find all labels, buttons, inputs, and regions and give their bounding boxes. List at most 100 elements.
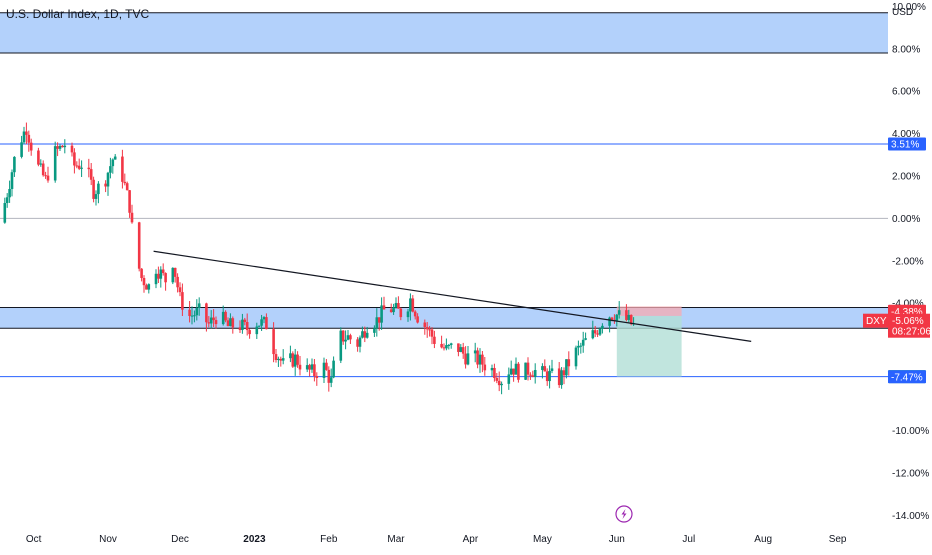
candle-body	[574, 347, 578, 367]
y-tick-label: 2.00%	[892, 172, 920, 183]
candle-body	[377, 317, 381, 323]
candle-body	[157, 273, 160, 279]
candle-body	[161, 269, 165, 274]
candle-body	[195, 307, 199, 316]
candle-body	[308, 365, 311, 370]
candle-body	[329, 377, 333, 383]
candle-body	[325, 362, 328, 370]
candle-body	[315, 375, 319, 378]
candle-body	[507, 374, 511, 384]
candle-body	[358, 337, 362, 347]
price-badge[interactable]	[888, 137, 926, 151]
candle-body	[291, 353, 295, 367]
candle-body	[205, 303, 208, 323]
candle-body	[445, 345, 448, 349]
candle-body	[433, 336, 436, 344]
candle-body	[380, 305, 383, 323]
candle-body	[293, 354, 297, 367]
candle-body	[339, 330, 343, 361]
candle-body	[10, 172, 14, 189]
candle-body	[113, 156, 117, 160]
candle-body	[509, 368, 513, 375]
candle-body	[557, 368, 561, 386]
chart-title: U.S. Dollar Index, 1D, TVC	[6, 7, 150, 21]
candle-body	[109, 166, 112, 173]
candle-body	[322, 362, 326, 378]
last-price-badge[interactable]	[888, 313, 930, 338]
y-tick-label: -10.00%	[892, 426, 929, 437]
candle-body	[550, 368, 554, 371]
x-tick-label: Mar	[387, 534, 405, 545]
rectangle-zone[interactable]	[0, 307, 888, 329]
candle-body	[75, 165, 79, 167]
candle-body	[197, 303, 201, 308]
candle-body	[226, 320, 230, 327]
candle-body	[279, 358, 283, 361]
candle-body	[41, 163, 45, 176]
candle-body	[159, 269, 163, 279]
rectangle-zone[interactable]	[0, 12, 888, 54]
candle-body	[39, 163, 43, 165]
candle-body	[617, 310, 621, 315]
symbol-tag[interactable]	[863, 313, 888, 328]
candle-body	[53, 146, 57, 181]
candle-body	[483, 364, 487, 371]
candle-body	[94, 194, 98, 199]
y-tick-label: -12.00%	[892, 468, 929, 479]
candle-body	[596, 333, 599, 335]
trendline[interactable]	[153, 250, 752, 342]
candle-body	[365, 332, 369, 338]
x-tick-label: Oct	[26, 534, 42, 545]
y-tick-label: 0.00%	[892, 214, 920, 225]
candle-body	[176, 276, 179, 288]
candle-body	[476, 350, 479, 365]
y-tick-label: 8.00%	[892, 44, 920, 55]
candle-body	[591, 330, 595, 339]
candle-body	[298, 364, 302, 370]
candle-body	[212, 317, 215, 321]
candle-body	[490, 367, 494, 371]
candle-body	[545, 371, 549, 382]
candle-body	[58, 145, 62, 149]
candle-body	[610, 317, 614, 320]
candle-body	[548, 370, 551, 382]
x-tick-label: Dec	[171, 534, 189, 545]
candle-body	[406, 311, 410, 318]
candle-body	[526, 362, 530, 375]
candle-body	[349, 335, 352, 340]
y-tick-label: -4.00%	[892, 299, 924, 310]
candle-body	[171, 267, 175, 283]
candle-body	[63, 145, 67, 148]
candle-body	[625, 310, 628, 320]
candle-body	[464, 353, 467, 365]
candle-body	[615, 314, 619, 321]
candle-body	[495, 378, 499, 381]
candle-body	[512, 368, 515, 375]
candle-body	[224, 311, 227, 321]
candle-body	[70, 145, 74, 153]
candle-body	[274, 354, 278, 360]
short-position-stop-area[interactable]	[616, 306, 682, 316]
candle-body	[121, 156, 124, 182]
candle-body	[601, 325, 604, 329]
price-badge[interactable]	[888, 370, 926, 384]
x-tick-label: Aug	[754, 534, 772, 545]
candle-body	[147, 284, 151, 290]
candle-body	[629, 314, 633, 325]
x-tick-label: Nov	[99, 534, 117, 545]
candle-body	[123, 181, 127, 184]
candle-body	[5, 197, 9, 204]
candle-body	[447, 344, 451, 346]
price-badge-text: -4.38%	[891, 307, 923, 318]
trendline-layer	[153, 250, 752, 342]
candle-body	[248, 330, 251, 335]
candle-body	[8, 188, 11, 198]
candle-body	[608, 317, 611, 326]
short-position-target-area[interactable]	[616, 315, 682, 377]
candle-body	[106, 172, 110, 187]
candle-body	[524, 362, 527, 380]
candle-body	[238, 327, 242, 331]
candle-body	[22, 131, 26, 143]
